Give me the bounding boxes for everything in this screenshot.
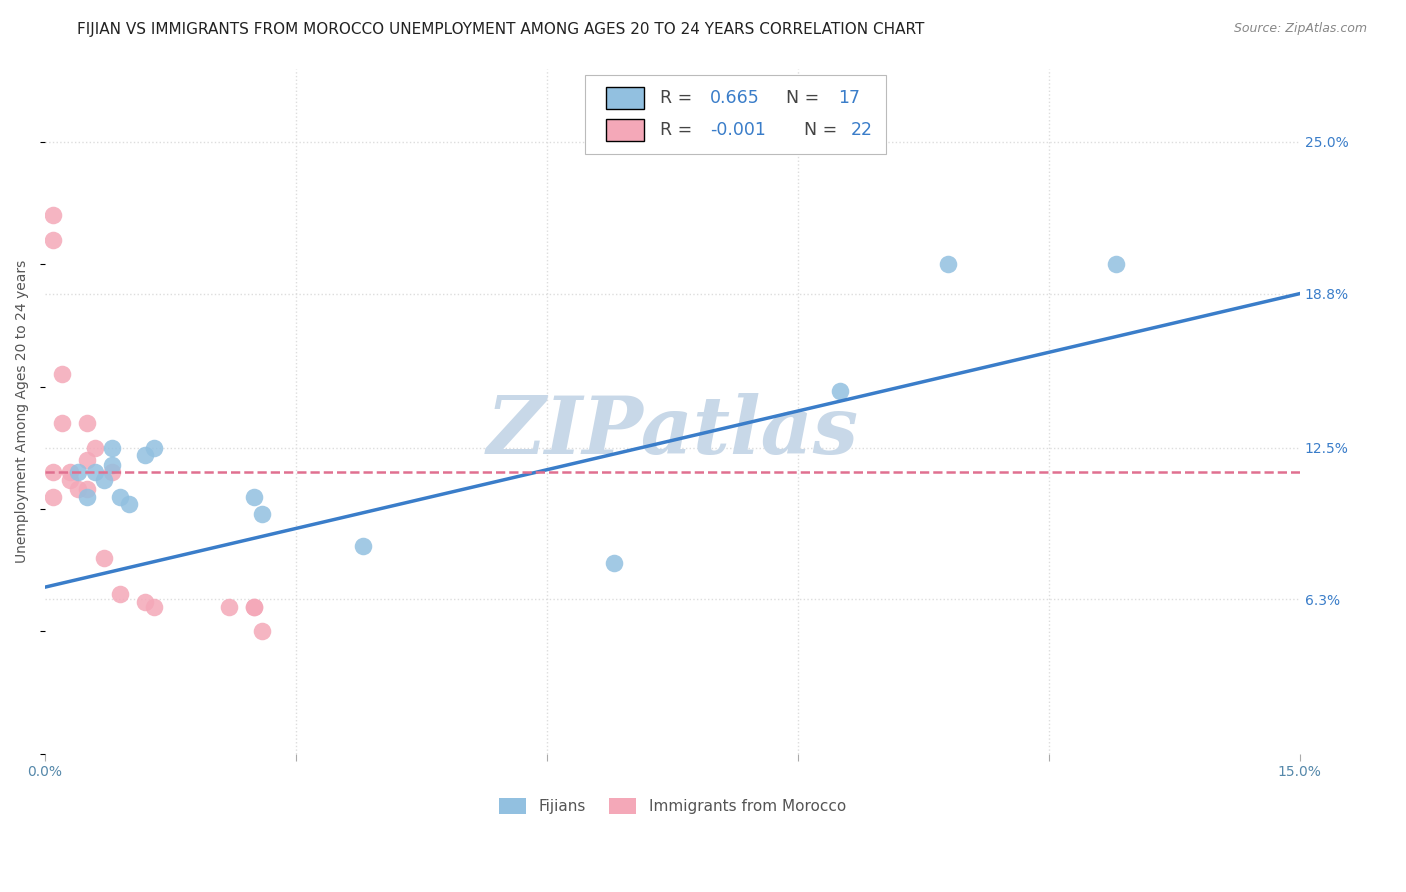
Point: [1105, 257, 1128, 271]
Text: ZIPatlas: ZIPatlas: [486, 392, 859, 470]
Point: [93, 550, 115, 565]
Point: [76, 416, 98, 430]
Point: [142, 441, 165, 455]
Point: [101, 441, 124, 455]
Point: [134, 595, 156, 609]
Text: N =: N =: [793, 121, 842, 139]
Text: FIJIAN VS IMMIGRANTS FROM MOROCCO UNEMPLOYMENT AMONG AGES 20 TO 24 YEARS CORRELA: FIJIAN VS IMMIGRANTS FROM MOROCCO UNEMPL…: [77, 22, 925, 37]
Legend: Fijians, Immigrants from Morocco: Fijians, Immigrants from Morocco: [499, 798, 846, 814]
Point: [252, 624, 274, 639]
Point: [76, 490, 98, 504]
Point: [76, 453, 98, 467]
Point: [42, 233, 65, 247]
Point: [51, 368, 73, 382]
Point: [67, 483, 90, 497]
Text: Source: ZipAtlas.com: Source: ZipAtlas.com: [1233, 22, 1367, 36]
Point: [252, 507, 274, 521]
Point: [603, 556, 626, 570]
Text: 22: 22: [851, 121, 873, 139]
Text: -0.001: -0.001: [710, 121, 766, 139]
Point: [59, 473, 82, 487]
Point: [51, 416, 73, 430]
Point: [828, 384, 851, 399]
Point: [67, 465, 90, 479]
Point: [117, 497, 139, 511]
Point: [110, 587, 132, 601]
Point: [218, 599, 240, 614]
Point: [76, 483, 98, 497]
Y-axis label: Unemployment Among Ages 20 to 24 years: Unemployment Among Ages 20 to 24 years: [15, 260, 30, 563]
Point: [84, 441, 107, 455]
Point: [84, 465, 107, 479]
Point: [42, 208, 65, 222]
Point: [42, 465, 65, 479]
Text: 17: 17: [838, 89, 860, 107]
FancyBboxPatch shape: [585, 75, 886, 154]
Text: N =: N =: [775, 89, 825, 107]
FancyBboxPatch shape: [606, 87, 644, 109]
Text: R =: R =: [659, 89, 697, 107]
Text: R =: R =: [659, 121, 697, 139]
Point: [243, 599, 266, 614]
Point: [42, 490, 65, 504]
Point: [110, 490, 132, 504]
Point: [101, 458, 124, 472]
FancyBboxPatch shape: [606, 120, 644, 141]
Point: [938, 257, 960, 271]
Text: 0.665: 0.665: [710, 89, 759, 107]
Point: [101, 465, 124, 479]
Point: [352, 539, 374, 553]
Point: [134, 448, 156, 462]
Point: [59, 465, 82, 479]
Point: [93, 473, 115, 487]
Point: [243, 599, 266, 614]
Point: [243, 490, 266, 504]
Point: [142, 599, 165, 614]
